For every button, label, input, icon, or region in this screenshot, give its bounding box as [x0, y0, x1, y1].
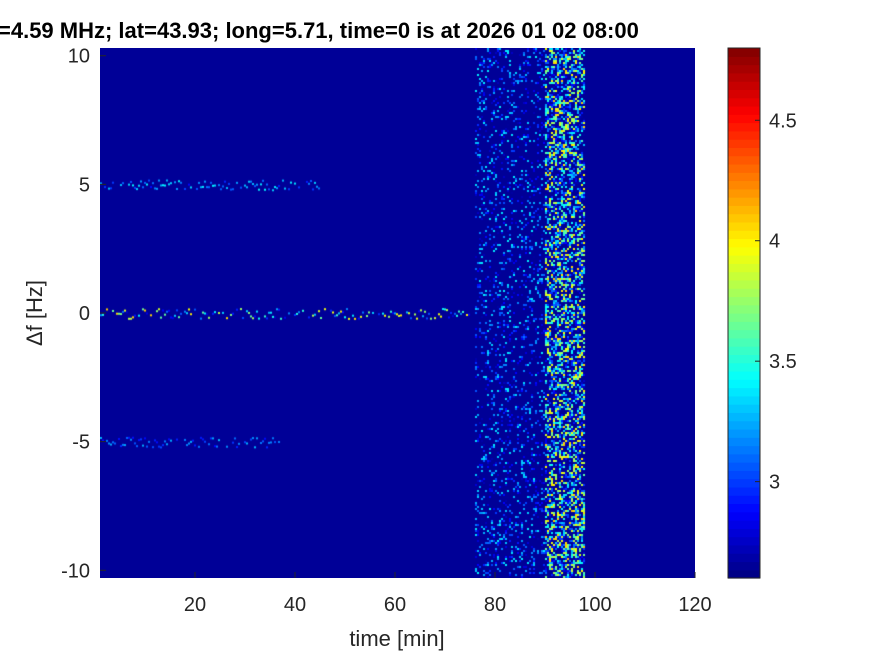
- colorbar-segment: [728, 205, 760, 215]
- x-tick-label: 120: [678, 594, 711, 616]
- colorbar: [727, 47, 761, 579]
- colorbar-segment: [728, 470, 760, 480]
- colorbar-segment: [728, 420, 760, 430]
- colorbar-segment: [728, 395, 760, 405]
- chart-title: =4.59 MHz; lat=43.93; long=5.71, time=0 …: [0, 18, 639, 43]
- colorbar-segment: [728, 544, 760, 554]
- colorbar-segment: [728, 238, 760, 248]
- colorbar-segment: [728, 354, 760, 364]
- colorbar-segment: [728, 462, 760, 471]
- colorbar-segment: [728, 288, 760, 298]
- colorbar-segment: [728, 321, 760, 331]
- colorbar-segment: [728, 528, 760, 538]
- colorbar-segment: [728, 221, 760, 231]
- x-tick-label: 80: [484, 594, 506, 616]
- y-tick-label: 0: [79, 303, 90, 325]
- colorbar-segment: [728, 188, 760, 198]
- colorbar-segment: [728, 246, 760, 256]
- y-tick-label: 10: [68, 46, 90, 68]
- colorbar-border: [727, 47, 761, 579]
- colorbar-segment: [728, 486, 760, 496]
- colorbar-segment: [728, 64, 760, 74]
- colorbar-segment: [728, 379, 760, 389]
- colorbar-segment: [728, 337, 760, 347]
- colorbar-segment: [728, 404, 760, 413]
- colorbar-segment: [728, 197, 760, 206]
- colorbar-segment: [728, 271, 760, 281]
- colorbar-segment: [728, 362, 760, 372]
- colorbar-segment: [728, 412, 760, 422]
- colorbar-segment: [728, 313, 760, 322]
- colorbar-segment: [728, 453, 760, 463]
- colorbar-segment: [728, 155, 760, 165]
- x-axis-label: time [min]: [349, 626, 444, 651]
- colorbar-segment: [728, 296, 760, 306]
- colorbar-segment: [728, 81, 760, 91]
- colorbar-segment: [728, 387, 760, 397]
- colorbar-tick-label: 3: [769, 472, 780, 494]
- colorbar-segment: [728, 370, 760, 380]
- colorbar-segment: [728, 536, 760, 546]
- y-tick-label: 5: [79, 174, 90, 196]
- y-tick-label: -10: [61, 560, 90, 582]
- colorbar-segment: [728, 163, 760, 173]
- colorbar-tick-label: 4.5: [769, 110, 797, 132]
- colorbar-segment: [728, 346, 760, 356]
- x-tick-label: 20: [184, 594, 206, 616]
- colorbar-segment: [728, 97, 760, 107]
- colorbar-segment: [728, 114, 760, 124]
- colorbar-segment: [728, 122, 760, 132]
- colorbar-segment: [728, 56, 760, 66]
- x-tick-label: 40: [284, 594, 306, 616]
- y-axis: -10 -5 0 5 10: [61, 46, 106, 582]
- colorbar-segment: [728, 255, 760, 264]
- colorbar-segment: [728, 89, 760, 99]
- colorbar-segment: [728, 263, 760, 273]
- colorbar-segment: [728, 511, 760, 521]
- colorbar-segment: [728, 561, 760, 571]
- colorbar-segment: [728, 130, 760, 140]
- colorbar-ticks: 3 3.5 4 4.5: [755, 110, 797, 494]
- colorbar-segment: [728, 553, 760, 563]
- colorbar-segment: [728, 478, 760, 488]
- colorbar-segment: [728, 172, 760, 182]
- colorbar-segment: [728, 72, 760, 82]
- colorbar-tick-label: 3.5: [769, 351, 797, 373]
- colorbar-segment: [728, 304, 760, 314]
- x-tick-label: 100: [578, 594, 611, 616]
- colorbar-segment: [728, 569, 760, 579]
- colorbar-segment: [728, 180, 760, 190]
- x-axis: 20 40 60 80 100 120: [184, 572, 712, 616]
- colorbar-segment: [728, 329, 760, 339]
- colorbar-segment: [728, 495, 760, 505]
- colorbar-segment: [728, 279, 760, 289]
- colorbar-segment: [728, 520, 760, 529]
- colorbar-segment: [728, 428, 760, 438]
- colorbar-segment: [728, 230, 760, 240]
- colorbar-segment: [728, 139, 760, 148]
- colorbar-segment: [728, 105, 760, 115]
- y-tick-label: -5: [72, 432, 90, 454]
- y-axis-label: Δf [Hz]: [22, 280, 47, 346]
- colorbar-tick-label: 4: [769, 231, 780, 253]
- colorbar-segment: [728, 503, 760, 513]
- colorbar-segment: [728, 213, 760, 223]
- colorbar-segment: [728, 147, 760, 157]
- plot-area: [100, 48, 695, 578]
- colorbar-segment: [728, 437, 760, 447]
- colorbar-segment: [728, 48, 760, 57]
- x-tick-label: 60: [384, 594, 406, 616]
- colorbar-segment: [728, 445, 760, 455]
- heatmap-image: [100, 48, 695, 578]
